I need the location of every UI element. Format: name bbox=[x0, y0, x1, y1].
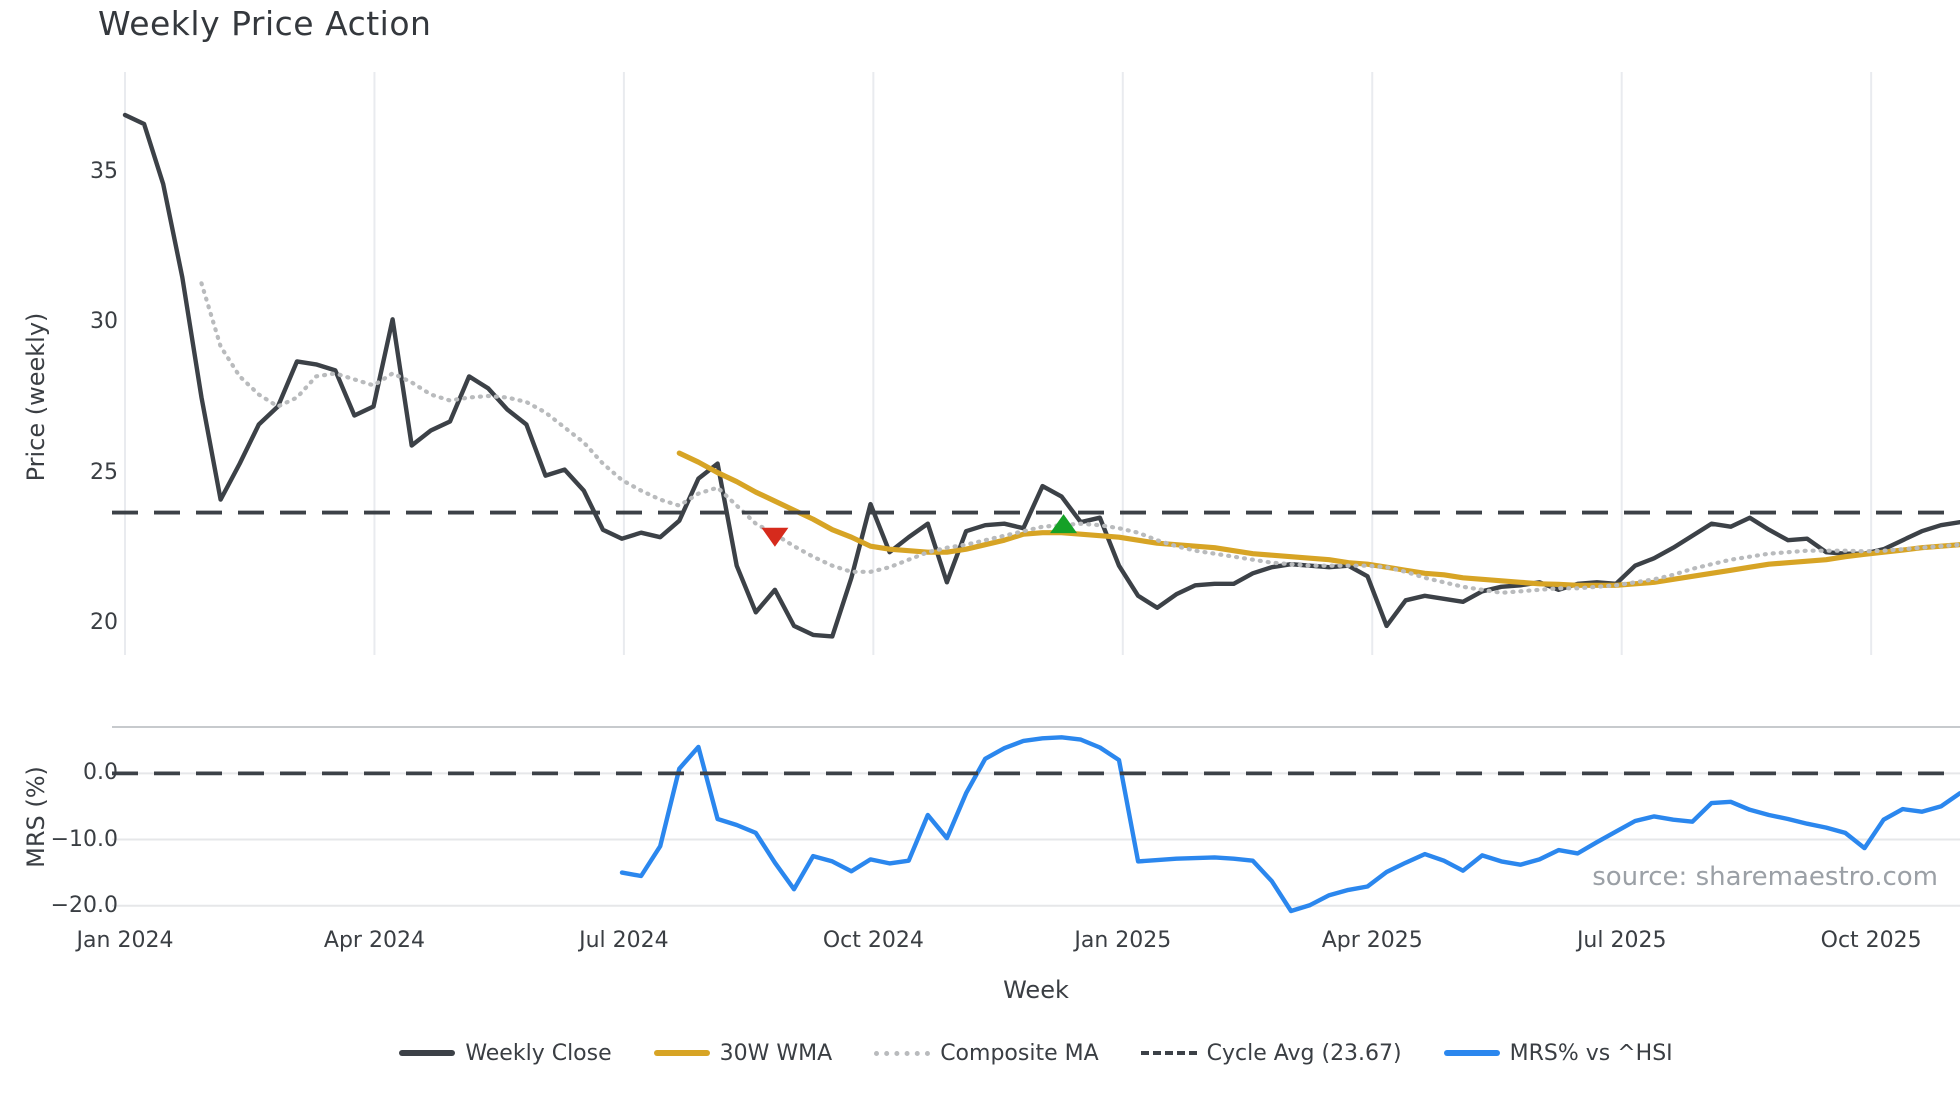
composite-ma-line bbox=[199, 281, 1960, 595]
x-tick-label: Apr 2025 bbox=[1321, 928, 1423, 953]
weekly-close-line bbox=[122, 112, 1960, 639]
x-axis-label: Week bbox=[1003, 976, 1069, 1004]
x-tick-label: Oct 2025 bbox=[1820, 928, 1922, 953]
sell-signal-marker bbox=[761, 527, 789, 547]
price-y-tick-label: 25 bbox=[90, 459, 118, 485]
legend-label: Cycle Avg (23.67) bbox=[1206, 1040, 1402, 1066]
x-tick-label: Jan 2025 bbox=[1074, 928, 1172, 953]
mrs-y-tick-label: −10.0 bbox=[50, 826, 118, 852]
price-axis-label: Price (weekly) bbox=[22, 312, 50, 482]
legend-item-mrs-vs-hsi: MRS% vs ^HSI bbox=[1443, 1040, 1673, 1066]
chart-title: Weekly Price Action bbox=[98, 4, 432, 43]
legend-item-composite-ma: Composite MA bbox=[874, 1040, 1099, 1066]
legend-label: 30W WMA bbox=[719, 1040, 833, 1066]
price-y-tick-label: 20 bbox=[90, 609, 118, 635]
legend-item-cycle-avg-23-67-: Cycle Avg (23.67) bbox=[1140, 1040, 1402, 1066]
x-tick-label: Oct 2024 bbox=[822, 928, 924, 953]
x-tick-label: Jan 2024 bbox=[76, 928, 174, 953]
buy-signal-marker bbox=[1050, 514, 1078, 534]
30w-wma-line bbox=[676, 450, 1960, 588]
mrs-vs-hsi-line bbox=[619, 735, 1960, 914]
x-tick-label: Jul 2024 bbox=[579, 928, 669, 953]
legend-swatch-solid bbox=[653, 1050, 710, 1056]
legend-swatch-dashed bbox=[1140, 1051, 1197, 1055]
legend: Weekly Close 30W WMA Composite MA Cycle Avg… bbox=[112, 1030, 1960, 1076]
legend-label: Composite MA bbox=[940, 1040, 1099, 1066]
legend-swatch-dotted bbox=[874, 1050, 931, 1056]
price-y-tick-label: 35 bbox=[90, 159, 118, 185]
mrs-y-tick-label: 0.0 bbox=[83, 760, 118, 786]
price-y-tick-label: 30 bbox=[90, 309, 118, 335]
x-tick-label: Apr 2024 bbox=[323, 928, 425, 953]
legend-swatch-solid bbox=[399, 1050, 456, 1056]
legend-item-30w-wma: 30W WMA bbox=[653, 1040, 833, 1066]
x-tick-label: Jul 2025 bbox=[1576, 928, 1667, 953]
legend-label: MRS% vs ^HSI bbox=[1509, 1040, 1673, 1066]
legend-label: Weekly Close bbox=[465, 1040, 612, 1066]
source-credit: source: sharemaestro.com bbox=[1592, 862, 1938, 892]
legend-swatch-solid bbox=[1443, 1050, 1500, 1056]
mrs-y-tick-label: −20.0 bbox=[50, 892, 118, 918]
legend-item-weekly-close: Weekly Close bbox=[399, 1040, 612, 1066]
